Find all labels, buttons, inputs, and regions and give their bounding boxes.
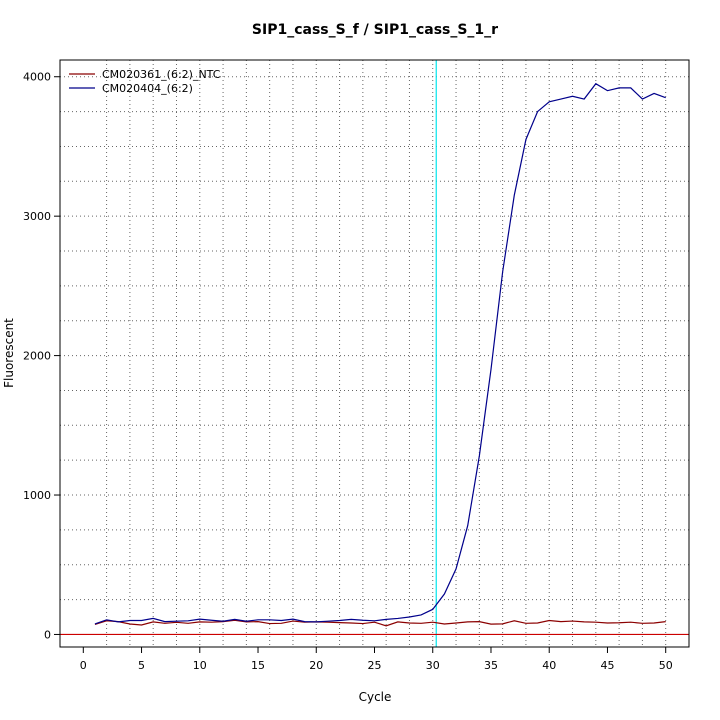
legend-label-1: CM020361_(6:2)_NTC xyxy=(102,68,221,81)
series-line-2 xyxy=(94,82,666,625)
x-tick-label: 40 xyxy=(542,659,556,672)
x-axis: 0 5 10 15 20 25 30 35 40 45 50 xyxy=(80,646,673,672)
chart-title: SIP1_cass_S_f / SIP1_cass_S_1_r xyxy=(252,22,498,38)
reference-lines xyxy=(60,60,689,647)
plot-frame xyxy=(59,59,690,648)
series-line-1 xyxy=(94,619,666,627)
data-series xyxy=(94,82,666,627)
y-axis-label: Fluorescent xyxy=(2,318,16,388)
x-tick-label: 5 xyxy=(138,659,145,672)
x-axis-label: Cycle xyxy=(359,690,392,704)
x-tick-label: 20 xyxy=(309,659,323,672)
y-tick-label: 2000 xyxy=(23,350,51,363)
x-tick-label: 10 xyxy=(193,659,207,672)
y-tick-label: 3000 xyxy=(23,210,51,223)
y-tick-label: 4000 xyxy=(23,71,51,84)
x-tick-label: 0 xyxy=(80,659,87,672)
x-tick-label: 35 xyxy=(484,659,498,672)
legend-label-2: CM020404_(6:2) xyxy=(102,82,193,95)
x-tick-label: 50 xyxy=(659,659,673,672)
y-tick-label: 0 xyxy=(44,628,51,641)
grid-lines xyxy=(60,60,689,647)
x-tick-label: 45 xyxy=(600,659,614,672)
y-tick-label: 1000 xyxy=(23,489,51,502)
x-tick-label: 25 xyxy=(368,659,382,672)
x-tick-label: 30 xyxy=(426,659,440,672)
y-axis: 0 1000 2000 3000 4000 xyxy=(23,71,60,641)
x-tick-label: 15 xyxy=(251,659,265,672)
